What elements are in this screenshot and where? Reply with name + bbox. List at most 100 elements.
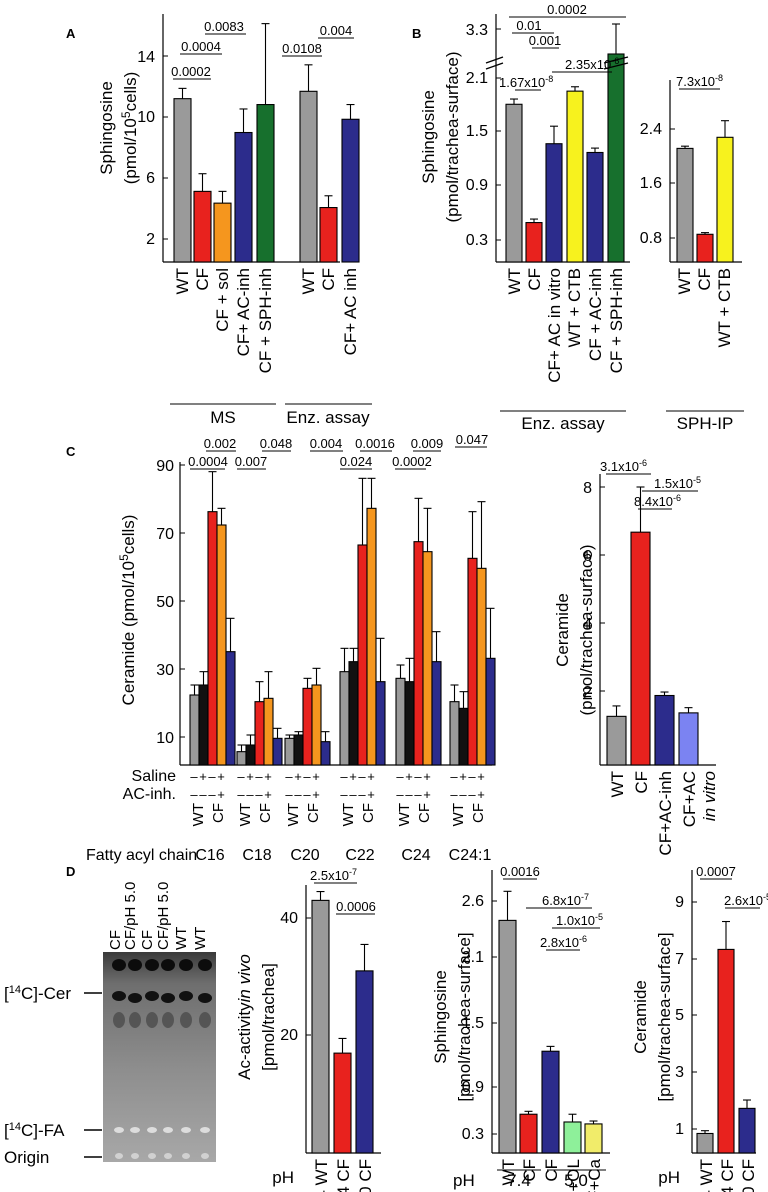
panel-c2-y-label-1: Ceramide <box>553 593 572 667</box>
panel-b2-xlabel-cf: CF <box>695 268 714 291</box>
panel-b2-p1-exp: -8 <box>715 73 723 83</box>
blot-fa-band-1 <box>130 1127 140 1133</box>
panel-a: A Sphingosine (pmol/105cells) 14 10 6 2 … <box>66 14 372 427</box>
blot-top-band-2 <box>145 959 159 971</box>
panel-b-bar-5-break-1 <box>603 56 629 64</box>
panel-b2-p1-base: 7.3x10 <box>676 74 715 89</box>
blot-top-band-0 <box>112 959 126 971</box>
blot-label-fa-b: C]-FA <box>21 1121 65 1140</box>
panel-c-acinh-mark-C16-2: – <box>208 787 216 802</box>
panel-b-p5-base: 1.67x10 <box>499 75 545 90</box>
panel-b-xlabel-cf-ac: CF+ AC in vitro <box>545 268 564 383</box>
panel-c-sub-wt-C24: WT <box>396 803 413 826</box>
panel-b-bar-2 <box>545 143 563 263</box>
panel-c-acinh-mark-C18-0: – <box>237 787 245 802</box>
blot-fa-band-4 <box>181 1127 191 1133</box>
panel-d1-ytick-20: 20 <box>280 1027 298 1044</box>
panel-d2-bar-1 <box>519 1113 538 1154</box>
panel-c-ytick-30: 30 <box>156 662 174 679</box>
panel-c2-p1: 3.1x10-6 <box>600 458 647 474</box>
panel-d3-p2-exp: -5 <box>763 892 768 902</box>
panel-d1-bar-0 <box>311 899 330 1154</box>
panel-c-bar-C18-2 <box>254 701 265 766</box>
panel-b-p1: 0.0002 <box>547 2 587 17</box>
panel-c-saline-mark-C22-1: + <box>349 769 357 784</box>
panel-c2-p2: 1.5x10-5 <box>654 475 701 491</box>
panel-b-ytick-0-3: 0.3 <box>466 232 488 249</box>
panel-c2-bar-0 <box>606 715 627 766</box>
panel-c-sub-wt-C22: WT <box>340 803 357 826</box>
panel-d3-xlabel-2: 7.4 CF <box>718 1159 737 1192</box>
panel-c2-ytick-2: 2 <box>583 684 592 701</box>
blot-smear-2 <box>146 1012 158 1028</box>
panel-c2-xlabel-cf-ac: CF+AC <box>680 771 699 827</box>
panel-c2-ticks: 8 6 4 2 <box>583 480 605 701</box>
panel-d1-xlabel-1: 7.4 WT <box>312 1159 331 1192</box>
panel-c-letter: C <box>66 444 76 459</box>
panel-c-acinh-mark-C20-3: + <box>312 787 320 802</box>
panel-a-letter: A <box>66 26 76 41</box>
panel-d2-p4-base: 2.8x10 <box>540 935 579 950</box>
blot-smear-1 <box>129 1012 141 1028</box>
panel-a-bar-enz-1 <box>319 207 338 263</box>
blot-label-cer-b: C]-Cer <box>21 984 71 1003</box>
panel-c-saline-mark-C16-1: + <box>199 769 207 784</box>
panel-c-sub-wt-C18: WT <box>237 803 254 826</box>
panel-d1-bars <box>311 891 374 1154</box>
blot-lane-5: WT <box>173 927 190 950</box>
panel-a-p3: 0.0083 <box>204 19 244 34</box>
panel-d2-p1: 0.0016 <box>500 864 540 879</box>
panel-b2-bars <box>676 120 734 263</box>
blot-cer-band-3 <box>161 993 175 1003</box>
panel-a-p5: 0.004 <box>320 23 353 38</box>
panel-c-chain-C18: C18 <box>242 847 271 864</box>
panel-c-saline-mark-C18-3: + <box>264 769 272 784</box>
panel-c-acinh-mark-C22-3: + <box>367 787 375 802</box>
panel-b: B Sphingosine (pmol/trachea-surface) 3.3… <box>412 2 630 433</box>
blot-smear-5 <box>199 1012 211 1028</box>
panel-b-x-labels: WT CF CF+ AC in vitro WT + CTB CF + AC-i… <box>505 268 626 383</box>
panel-d2-ytick-2-6: 2.6 <box>462 893 484 910</box>
blot-top-band-5 <box>198 959 212 971</box>
panel-b2-ticks: 2.4 1.6 0.8 <box>640 121 675 247</box>
panel-a-p2: 0.0004 <box>181 39 221 54</box>
blot-smear-0 <box>113 1012 125 1028</box>
panel-a-bar-enz-0 <box>299 90 318 263</box>
blot-origin-spot-2 <box>148 1153 156 1159</box>
panel-c-bar-C20-1 <box>293 734 304 766</box>
panel-d1-y-label-1a: Ac-activity <box>235 1002 254 1080</box>
panel-b-bar-0 <box>505 103 523 263</box>
panel-d1-p2: 0.0006 <box>336 899 376 914</box>
panel-c-bar-C22-0 <box>339 671 350 766</box>
panel-b-ticks: 3.3 2.1 1.5 0.9 0.3 <box>466 22 501 249</box>
blot-cer-band-2 <box>145 991 159 1001</box>
panel-c-acinh-mark-C24:1-2: – <box>468 787 476 802</box>
panel-d2-p3-base: 1.0x10 <box>556 913 595 928</box>
panel-a-xlabel-cf: CF <box>193 268 212 291</box>
panel-b-xlabel-wt-ctb: WT + CTB <box>565 268 584 348</box>
panel-c-acinh-mark-C16-1: – <box>199 787 207 802</box>
panel-c2-ytick-8: 8 <box>583 480 592 497</box>
panel-a-xlabel-wt-2: WT <box>299 268 318 294</box>
blot-origin-spot-1 <box>131 1153 139 1159</box>
panel-b2-x-labels: WT CF WT + CTB <box>675 268 734 348</box>
panel-b-bar-4 <box>586 151 604 263</box>
panel-d2-p2-base: 6.8x10 <box>542 893 581 908</box>
panel-d2-xlabel-cf-ol: CF+OL <box>564 1159 583 1192</box>
panel-c-chain-C24: C24 <box>401 847 430 864</box>
panel-b2-xlabel-wt: WT <box>675 268 694 294</box>
panel-c2-p3-exp: -6 <box>673 493 681 503</box>
panel-c-sub-cf-C24:1: CF <box>470 803 487 823</box>
panel-c2-y-label-2: (pmol/trachea-surface) <box>577 544 596 715</box>
panel-c-bar-C24-4 <box>431 661 442 766</box>
panel-d3-ph-label: pH <box>658 1168 680 1187</box>
panel-c2-x-labels: WT CF CF+AC-inh CF+AC in vitro <box>608 771 719 856</box>
panel-c-ticks: 90 70 50 30 10 <box>156 458 185 747</box>
panel-c-acinh-mark-C16-0: – <box>190 787 198 802</box>
panel-d3-ticks: 9 7 5 3 1 <box>675 894 697 1138</box>
panel-c-saline-mark-C20-2: – <box>303 769 311 784</box>
panel-c-sub-wt-C16: WT <box>190 803 207 826</box>
panel-c-acinh-label: AC-inh. <box>123 786 176 803</box>
blot-label-fa-sup: 14 <box>9 1121 21 1133</box>
panel-d2-bar-0 <box>498 919 517 1154</box>
